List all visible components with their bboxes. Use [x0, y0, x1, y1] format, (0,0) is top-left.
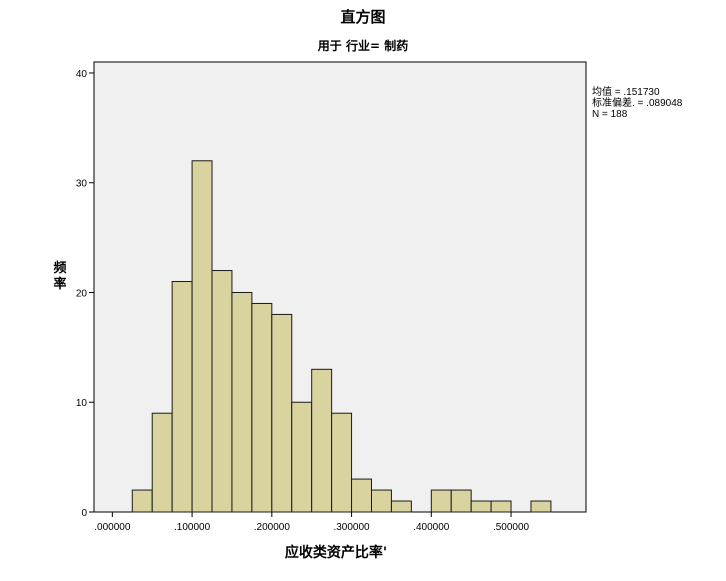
- histogram-bar-12: [370, 489, 392, 513]
- histogram-bar-4: [211, 270, 233, 513]
- histogram-bar-16: [450, 489, 472, 513]
- x-tick-label-5: .500000: [493, 522, 530, 533]
- chart-subtitle: 用于 行业= 制药: [317, 39, 409, 53]
- x-tick-label-1: .100000: [174, 522, 211, 533]
- histogram-bar-10: [331, 412, 353, 513]
- histogram-bar-6: [251, 302, 273, 513]
- histogram-bar-17: [470, 500, 492, 513]
- x-tick-label-0: .000000: [94, 522, 131, 533]
- histogram-bar-11: [351, 478, 372, 513]
- y-tick-label-1: 10: [76, 398, 88, 409]
- stats-legend: 均值 = .151730 标准偏差. = .089048 N = 188: [592, 87, 682, 120]
- histogram-bar-20: [530, 500, 552, 513]
- x-axis-label: 应收类资产比率': [285, 544, 387, 561]
- histogram-bar-2: [171, 281, 193, 513]
- histogram-bar-9: [311, 368, 333, 513]
- y-tick-label-0: 0: [81, 508, 87, 519]
- histogram-bar-7: [271, 313, 293, 513]
- histogram-bar-13: [390, 500, 412, 513]
- y-tick-label-2: 20: [76, 288, 88, 299]
- histogram-bar-0: [131, 489, 153, 513]
- y-tick-label-4: 40: [76, 69, 88, 80]
- histogram-bar-3: [191, 160, 213, 513]
- histogram-bar-1: [151, 412, 173, 513]
- chart-title: 直方图: [340, 8, 386, 26]
- x-tick-label-3: .300000: [333, 522, 370, 533]
- x-tick-label-4: .400000: [413, 522, 450, 533]
- y-axis-label: 频率: [53, 260, 66, 292]
- x-tick-label-2: .200000: [254, 522, 291, 533]
- histogram-bar-15: [430, 489, 452, 513]
- stats-n: N = 188: [592, 109, 628, 120]
- y-tick-label-3: 30: [76, 179, 88, 190]
- histogram-bar-8: [291, 401, 313, 513]
- stats-mean: 均值 = .151730: [592, 87, 660, 98]
- histogram-bar-5: [231, 291, 253, 513]
- stats-std: 标准偏差. = .089048: [592, 98, 683, 109]
- histogram-bar-18: [490, 500, 512, 513]
